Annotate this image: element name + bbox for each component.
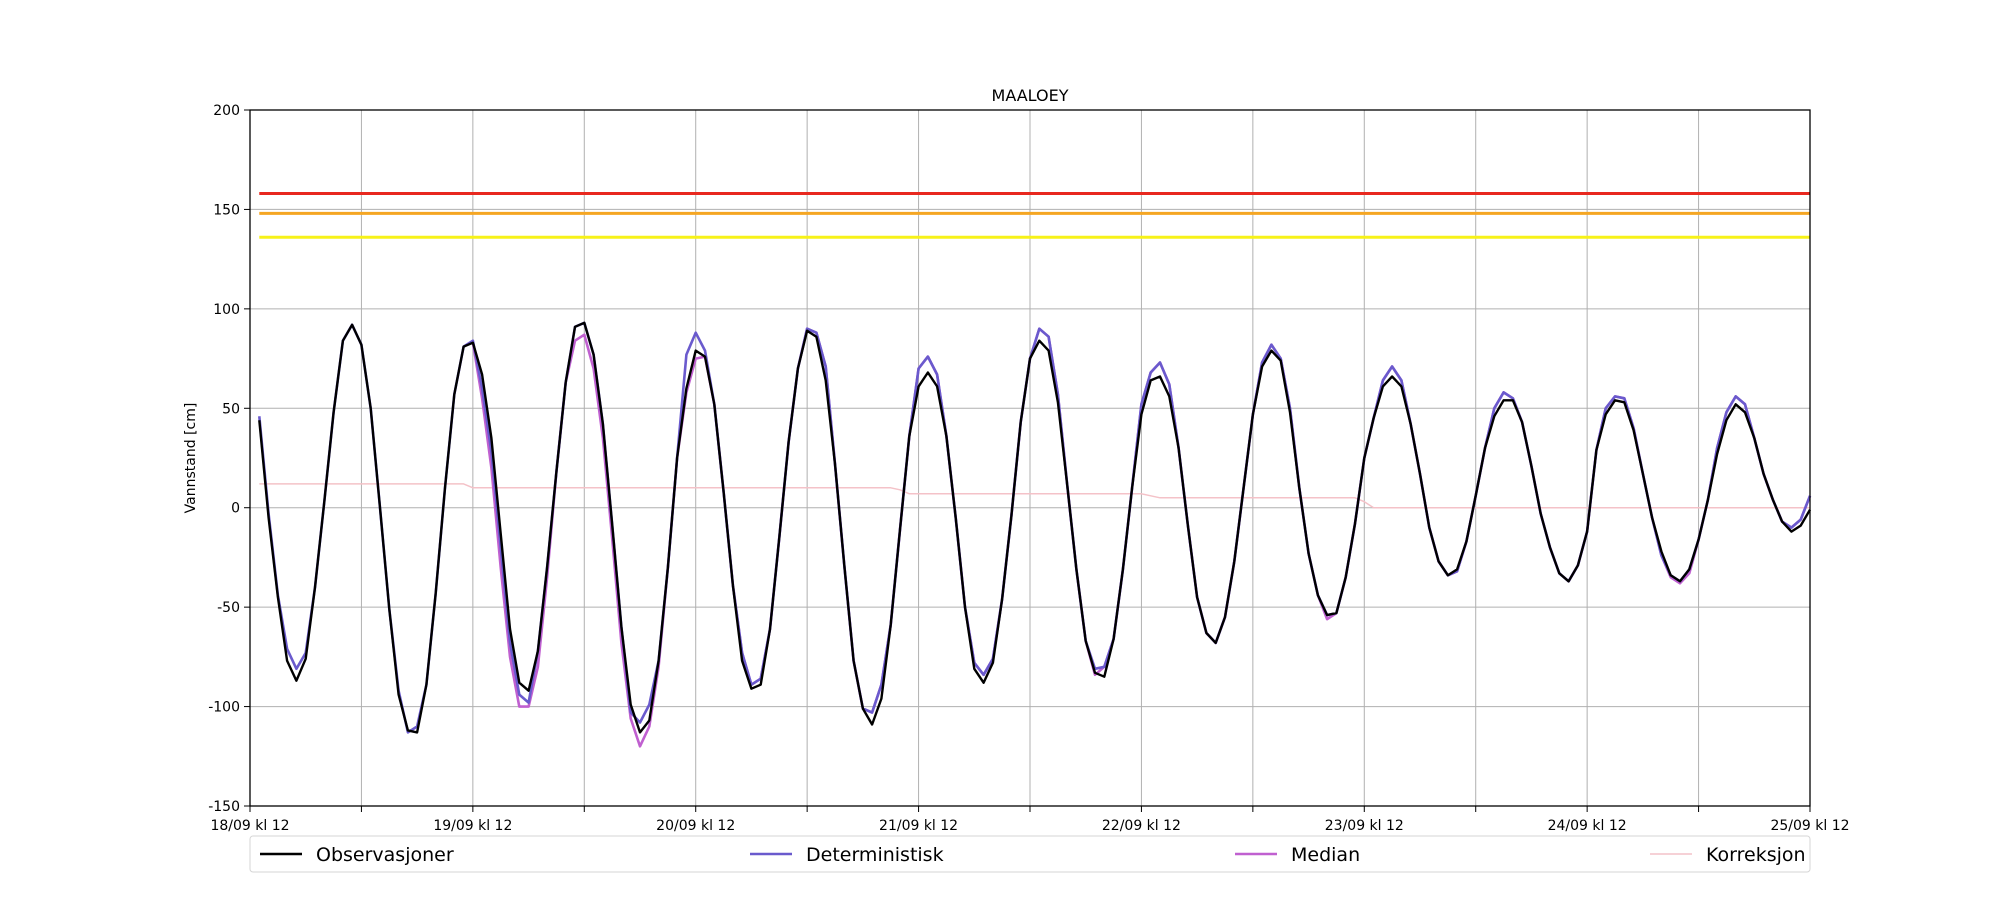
series-layer — [258, 321, 1812, 748]
threshold-layer — [259, 192, 1810, 239]
legend-label: Korreksjon — [1706, 844, 1806, 866]
x-tick-label: 21/09 kl 12 — [879, 818, 958, 834]
x-tick-label: 18/09 kl 12 — [210, 818, 289, 834]
y-tick-label: 200 — [213, 103, 240, 119]
y-tick-label: -50 — [217, 600, 240, 616]
y-tick-label: 100 — [213, 302, 240, 318]
legend-label: Observasjoner — [316, 844, 454, 866]
series-line-korreksjon — [259, 483, 1810, 509]
axis-layer: -150 -100 -50 0 50 100 150 200 18/09 kl 12 19/09 … — [208, 103, 1849, 834]
series-line-observasjoner — [258, 321, 1812, 734]
x-tick-label: 19/09 kl 12 — [433, 818, 512, 834]
legend-frame — [249, 835, 1811, 873]
legend: Observasjoner Deterministisk Median Korreks… — [249, 835, 1811, 873]
grid-layer — [250, 110, 1810, 806]
x-tick-label: 23/09 kl 12 — [1325, 818, 1404, 834]
y-axis-title: Vannstand [cm] — [183, 403, 199, 514]
legend-label: Median — [1291, 844, 1360, 866]
legend-label: Deterministisk — [806, 844, 944, 866]
y-tick-label: -100 — [208, 700, 240, 716]
y-tick-label: 50 — [222, 401, 240, 417]
chart-title: MAALOEY — [992, 86, 1069, 105]
y-tick-label: 0 — [231, 501, 240, 517]
x-tick-label: 22/09 kl 12 — [1102, 818, 1181, 834]
y-tick-label: -150 — [208, 799, 240, 815]
x-tick-label: 20/09 kl 12 — [656, 818, 735, 834]
y-tick-label: 150 — [213, 202, 240, 218]
x-tick-label: 24/09 kl 12 — [1548, 818, 1627, 834]
x-tick-label: 25/09 kl 12 — [1770, 818, 1849, 834]
